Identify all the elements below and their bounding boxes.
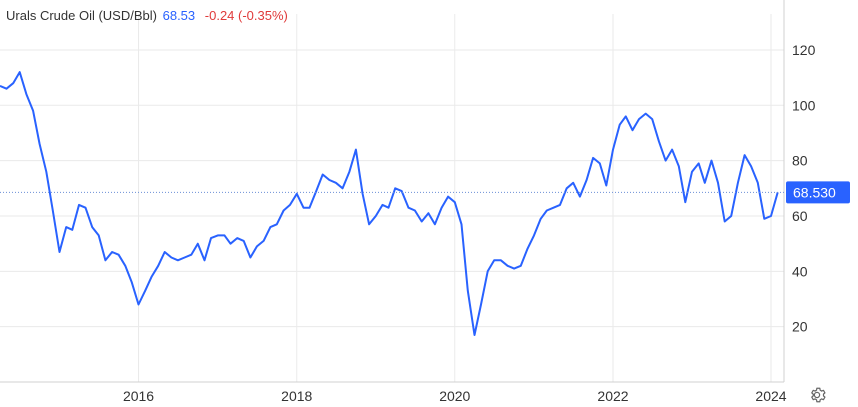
legend-instrument-name: Urals Crude Oil (USD/Bbl): [6, 8, 157, 23]
last-value-badge-bg: [786, 181, 850, 204]
y-tick-label: 100: [792, 97, 816, 113]
legend-price: 68.53: [162, 8, 196, 23]
x-tick-label: 2022: [597, 388, 628, 404]
y-tick-label: 80: [792, 153, 808, 169]
x-tick-label: 2018: [281, 388, 312, 404]
x-axis: 2016 2018 2020 2022 2024: [0, 381, 787, 404]
last-value-label: 68.530: [793, 184, 836, 200]
chart-legend: Urals Crude Oil (USD/Bbl) 68.53 -0.24 (-…: [6, 8, 288, 23]
x-tick-label: 2016: [123, 388, 154, 404]
y-tick-label: 60: [792, 208, 808, 224]
y-tick-label: 40: [792, 263, 808, 279]
chart-grid: [0, 14, 784, 382]
y-tick-label: 120: [792, 42, 816, 58]
x-tick-label: 2024: [755, 388, 786, 404]
y-tick-label: 20: [792, 319, 808, 335]
series-line-urals-crude-oil: [0, 71, 779, 336]
y-axis: 20 40 60 80 100 120: [783, 0, 816, 382]
x-tick-label: 2020: [439, 388, 470, 404]
gear-icon[interactable]: [808, 386, 826, 404]
last-value-badge: 68.530: [786, 181, 850, 204]
legend-change: -0.24 (-0.35%): [204, 8, 288, 23]
